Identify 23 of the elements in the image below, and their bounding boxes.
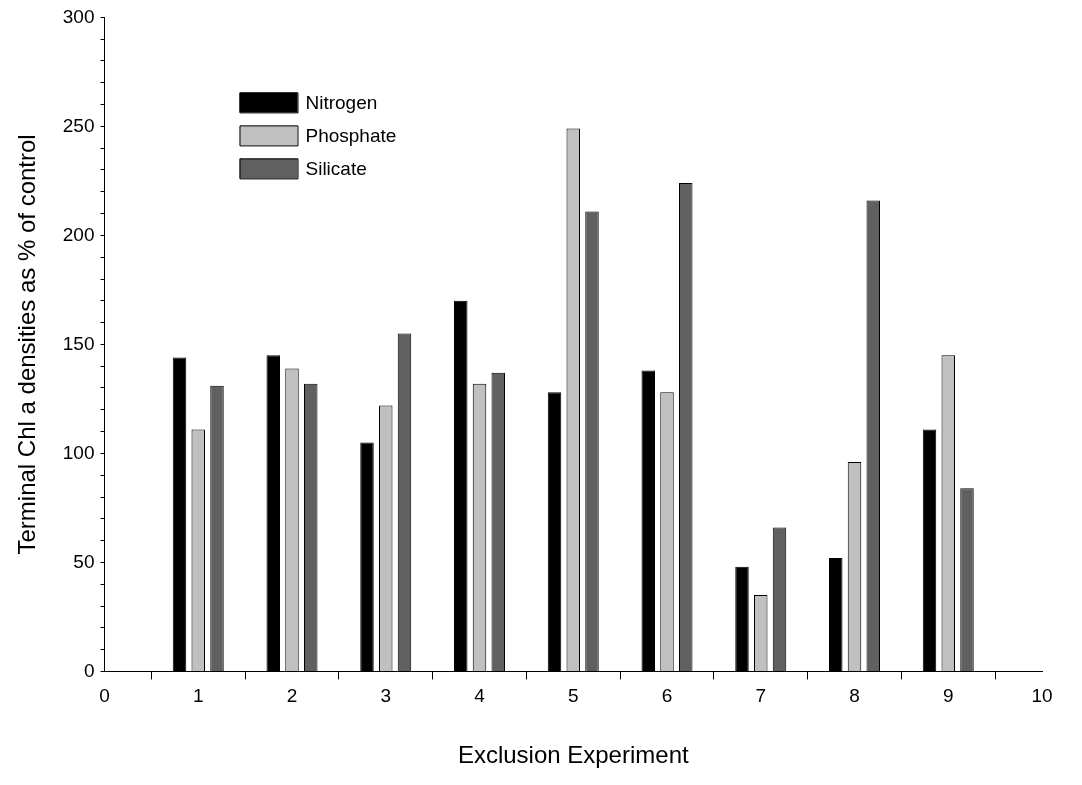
legend-label: Phosphate [305,124,397,146]
y-tick-label: 50 [73,550,95,572]
y-tick-label: 0 [83,659,95,681]
legend-label: Nitrogen [305,91,378,113]
x-tick-label: 3 [380,685,392,707]
x-tick-label: 0 [99,685,110,707]
y-tick-label: 250 [62,114,95,136]
x-tick-label: 10 [1031,685,1053,707]
legend-label: Silicate [305,157,367,179]
x-tick-label: 8 [849,685,860,707]
y-tick-label: 200 [62,223,95,245]
x-tick-label: 6 [661,685,673,707]
y-axis-title: Terminal Chl a densities as % of control [13,134,41,555]
x-tick-label: 7 [755,685,767,707]
x-tick-label: 5 [567,685,579,707]
y-tick-label: 100 [62,441,95,463]
x-tick-label: 1 [192,685,204,707]
x-tick-label: 4 [474,685,486,707]
y-tick-label: 300 [62,5,95,27]
y-tick-label: 150 [62,332,95,354]
x-tick-label: 2 [286,685,298,707]
x-tick-label: 9 [942,685,954,707]
x-axis-title: Exclusion Experiment [457,741,689,769]
